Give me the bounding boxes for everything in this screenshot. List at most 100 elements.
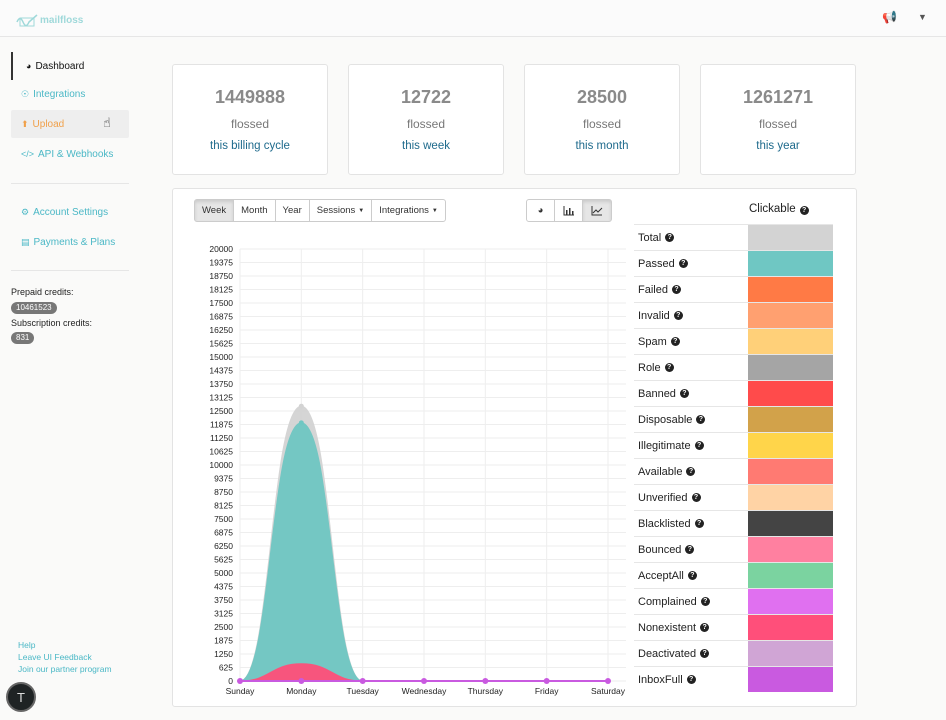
help-icon[interactable]: ? xyxy=(665,233,675,242)
help-icon[interactable]: ? xyxy=(686,675,696,684)
help-icon[interactable]: ? xyxy=(700,623,710,632)
sidebar-divider xyxy=(11,183,129,184)
chevron-down-icon[interactable]: ▼ xyxy=(918,12,927,22)
legend-item-spam[interactable]: Spam? xyxy=(634,328,833,354)
legend-color-swatch[interactable] xyxy=(747,277,833,302)
legend-item-passed[interactable]: Passed? xyxy=(634,250,833,276)
legend-item-acceptall[interactable]: AcceptAll? xyxy=(634,562,833,588)
legend-item-label: AcceptAll? xyxy=(634,563,748,588)
dashboard-icon: ◕ xyxy=(26,61,32,71)
legend-item-available[interactable]: Available? xyxy=(634,458,833,484)
help-link[interactable]: Help xyxy=(18,640,36,650)
legend-item-name: Available xyxy=(638,465,683,478)
legend-item-complained[interactable]: Complained? xyxy=(634,588,833,614)
legend-item-label: Disposable? xyxy=(634,407,748,432)
help-icon[interactable]: ? xyxy=(691,493,701,502)
legend-color-swatch[interactable] xyxy=(747,615,833,640)
partner-link[interactable]: Join our partner program xyxy=(18,664,112,674)
legend-color-swatch[interactable] xyxy=(747,407,833,432)
sidebar-item-label: API & Webhooks xyxy=(38,148,114,160)
subscription-credits-label: Subscription credits: xyxy=(11,318,93,328)
line-chart-icon xyxy=(591,205,603,215)
help-icon[interactable]: ? xyxy=(664,363,674,372)
help-icon[interactable]: ? xyxy=(700,597,710,606)
legend-item-name: Deactivated xyxy=(638,647,697,660)
feedback-link[interactable]: Leave UI Feedback xyxy=(18,652,92,662)
legend-item-unverified[interactable]: Unverified? xyxy=(634,484,833,510)
legend-item-disposable[interactable]: Disposable? xyxy=(634,406,833,432)
sidebar-item-label: Payments & Plans xyxy=(33,236,116,248)
sidebar-item-integrations[interactable]: ☉ Integrations xyxy=(11,80,129,108)
sidebar-item-payments-plans[interactable]: ▤ Payments & Plans xyxy=(11,228,129,256)
help-icon[interactable]: ? xyxy=(694,441,704,450)
legend-item-name: Bounced xyxy=(638,543,682,556)
legend-item-name: AcceptAll xyxy=(638,569,684,582)
legend-color-swatch[interactable] xyxy=(747,563,833,588)
help-icon[interactable]: ? xyxy=(685,545,695,554)
legend-color-swatch[interactable] xyxy=(747,355,833,380)
legend-color-swatch[interactable] xyxy=(747,329,833,354)
line-chart-button[interactable] xyxy=(582,199,612,222)
legend-color-swatch[interactable] xyxy=(747,641,833,666)
legend-item-label: Role? xyxy=(634,355,748,380)
bar-chart-button[interactable] xyxy=(554,199,583,222)
legend-item-name: Unverified xyxy=(638,491,688,504)
help-icon[interactable]: ? xyxy=(670,337,680,346)
stat-period: this year xyxy=(756,140,800,152)
pie-chart-button[interactable]: ◕ xyxy=(526,199,555,222)
logo[interactable]: mailfloss xyxy=(16,13,83,27)
sidebar-item-account-settings[interactable]: ⚙ Account Settings xyxy=(11,198,129,226)
sidebar-item-dashboard[interactable]: ◕ Dashboard xyxy=(11,52,129,80)
legend-item-bounced[interactable]: Bounced? xyxy=(634,536,833,562)
help-icon[interactable]: ? xyxy=(678,259,688,268)
legend-item-role[interactable]: Role? xyxy=(634,354,833,380)
help-icon[interactable]: ? xyxy=(700,649,710,658)
stat-value: 1449888 xyxy=(214,87,286,107)
integrations-dropdown-label: Integrations xyxy=(379,205,429,216)
sidebar-divider xyxy=(11,270,129,271)
legend-color-swatch[interactable] xyxy=(747,485,833,510)
help-icon[interactable]: ? xyxy=(673,311,683,320)
legend-color-swatch[interactable] xyxy=(747,381,833,406)
sidebar-item-api-webhooks[interactable]: </> API & Webhooks xyxy=(11,140,129,168)
legend-item-nonexistent[interactable]: Nonexistent? xyxy=(634,614,833,640)
legend-color-swatch[interactable] xyxy=(747,537,833,562)
legend-color-swatch[interactable] xyxy=(747,433,833,458)
chat-launcher-button[interactable]: T xyxy=(6,682,36,712)
sidebar-item-upload[interactable]: ⬆ Upload xyxy=(11,110,129,138)
legend-item-blacklisted[interactable]: Blacklisted? xyxy=(634,510,833,536)
range-month-button[interactable]: Month xyxy=(233,199,276,222)
legend-color-swatch[interactable] xyxy=(747,667,833,692)
legend-item-label: Total? xyxy=(634,225,748,250)
stat-value: 1261271 xyxy=(742,87,814,107)
legend-item-deactivated[interactable]: Deactivated? xyxy=(634,640,833,666)
legend-color-swatch[interactable] xyxy=(747,589,833,614)
legend-color-swatch[interactable] xyxy=(747,251,833,276)
legend-color-swatch[interactable] xyxy=(747,459,833,484)
help-icon[interactable]: ? xyxy=(799,206,809,215)
help-icon[interactable]: ? xyxy=(696,415,706,424)
help-icon[interactable]: ? xyxy=(686,467,696,476)
help-icon[interactable]: ? xyxy=(687,571,697,580)
legend-item-label: Banned? xyxy=(634,381,748,406)
legend-item-total[interactable]: Total? xyxy=(634,224,833,250)
bar-chart-icon xyxy=(563,205,574,215)
help-icon[interactable]: ? xyxy=(679,389,689,398)
sessions-dropdown[interactable]: Sessions ▼ xyxy=(308,199,373,222)
legend-item-illegitimate[interactable]: Illegitimate? xyxy=(634,432,833,458)
chart-type-group: ◕ xyxy=(526,199,612,222)
help-icon[interactable]: ? xyxy=(694,519,704,528)
legend-item-banned[interactable]: Banned? xyxy=(634,380,833,406)
legend-color-swatch[interactable] xyxy=(747,225,833,250)
help-icon[interactable]: ? xyxy=(671,285,681,294)
legend-color-swatch[interactable] xyxy=(747,511,833,536)
megaphone-icon[interactable]: 📢 xyxy=(882,10,897,24)
range-week-button[interactable]: Week xyxy=(194,199,235,222)
legend-color-swatch[interactable] xyxy=(747,303,833,328)
legend-item-invalid[interactable]: Invalid? xyxy=(634,302,833,328)
legend-item-inboxfull[interactable]: InboxFull? xyxy=(634,666,833,692)
integrations-dropdown[interactable]: Integrations ▼ xyxy=(371,199,446,222)
legend-item-failed[interactable]: Failed? xyxy=(634,276,833,302)
range-year-button[interactable]: Year xyxy=(274,199,310,222)
legend-item-label: InboxFull? xyxy=(634,667,748,692)
